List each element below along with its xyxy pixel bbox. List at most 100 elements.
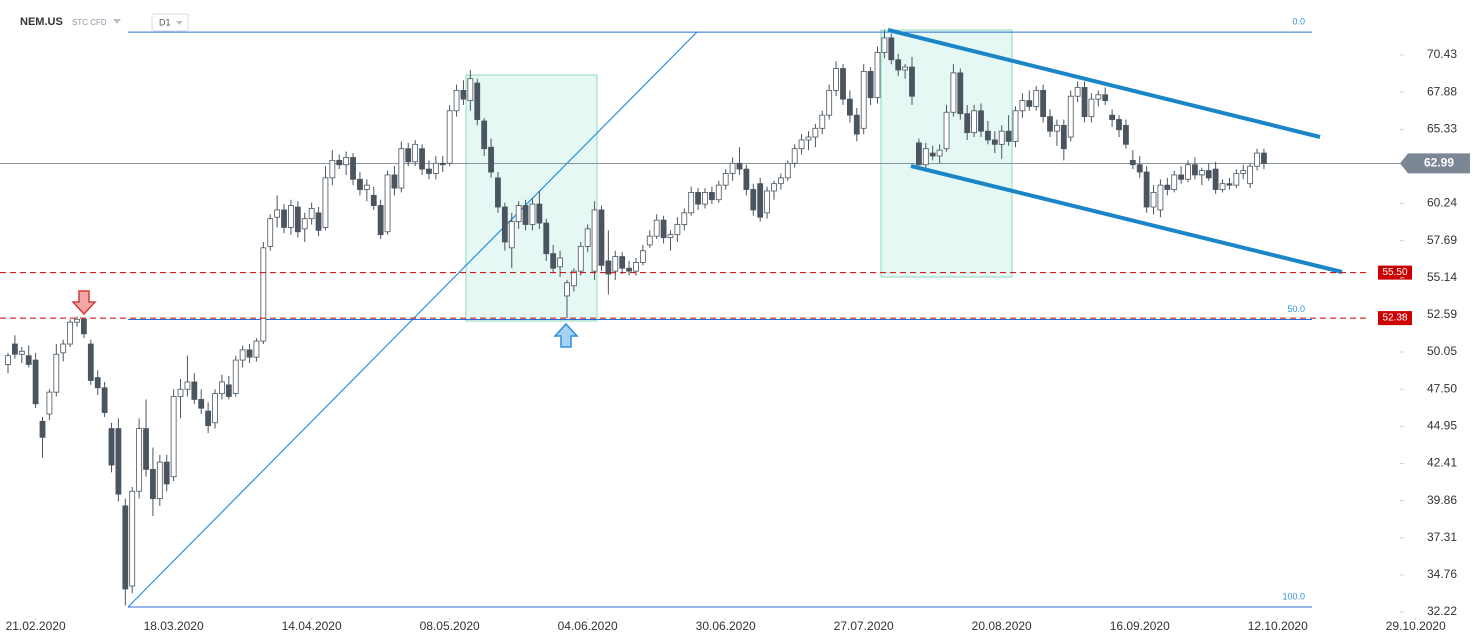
candle-body [598, 209, 605, 266]
candle-body [419, 148, 425, 170]
candle-body [950, 72, 957, 113]
candle-body [522, 205, 529, 225]
candle-body [1192, 164, 1198, 176]
y-tick-label: 55.14 [1427, 270, 1457, 284]
candle-body [729, 162, 736, 174]
candle-body [674, 224, 681, 236]
candle-body [405, 148, 412, 163]
candle-body [536, 203, 543, 224]
candle-body [129, 490, 136, 587]
candle-body [294, 206, 301, 233]
candle-body [39, 420, 46, 438]
candle-body [660, 219, 667, 239]
candle-body [550, 253, 557, 269]
candle-body [281, 209, 287, 228]
candle-body [874, 52, 881, 99]
candle-body [646, 235, 653, 246]
dropdown-icon[interactable] [113, 19, 121, 24]
candle-body [474, 82, 481, 120]
candle-body [695, 192, 701, 205]
y-tick-label: 60.24 [1427, 196, 1457, 210]
candle-body [501, 206, 508, 243]
level-label: 52.38 [1382, 313, 1407, 324]
candle-body [1261, 152, 1267, 164]
x-tick-label: 29.10.2020 [1386, 619, 1446, 633]
y-tick-label: 50.05 [1427, 344, 1457, 358]
candle-body [1254, 152, 1260, 167]
candle-body [60, 343, 67, 354]
fib-label: 100.0 [1282, 591, 1305, 601]
candle-body [18, 350, 25, 355]
candle-body [1095, 94, 1102, 100]
x-tick-label: 04.06.2020 [558, 619, 618, 633]
candle-body [736, 162, 743, 170]
candle-body [840, 68, 846, 100]
interval-select[interactable] [151, 13, 189, 32]
level-tag [1378, 265, 1412, 280]
candle-body [1226, 183, 1233, 186]
candle-body [212, 393, 218, 424]
candle-body [25, 355, 32, 365]
candle-body [1164, 184, 1171, 190]
y-tick-label: 39.86 [1427, 493, 1457, 507]
y-tick-label: 47.50 [1427, 381, 1457, 395]
candle-body [978, 110, 984, 132]
candle-body [5, 355, 11, 365]
candle-body [1109, 114, 1116, 120]
symbol: NEM.US [20, 16, 63, 28]
candle-body [633, 262, 639, 272]
y-tick-label: 32.22 [1427, 604, 1457, 618]
candle-body [253, 340, 260, 358]
candle-body [170, 396, 177, 478]
candle-body [1047, 116, 1053, 132]
candle-body [570, 270, 577, 287]
candle-body [936, 149, 943, 157]
candle-body [191, 381, 198, 400]
candle-body [798, 139, 805, 150]
x-tick-label: 30.06.2020 [696, 619, 756, 633]
candle-body [122, 505, 129, 590]
x-tick-label: 14.04.2020 [282, 619, 342, 633]
candle-body [467, 78, 474, 101]
candle-body [225, 384, 232, 397]
candle-body [853, 114, 860, 135]
candle-body [584, 228, 591, 247]
sell-arrow [71, 290, 97, 316]
candle-body [363, 184, 370, 190]
candle-body [301, 218, 308, 230]
candle-body [412, 143, 419, 163]
candle-body [150, 469, 156, 499]
candle-body [888, 37, 895, 61]
y-tick-label: 65.33 [1427, 121, 1457, 135]
candle-body [101, 387, 108, 413]
candle-body [205, 410, 212, 427]
candle-body [881, 37, 888, 53]
candle-body [1088, 98, 1095, 118]
candle-body [143, 428, 149, 470]
candle-body [163, 461, 170, 485]
candle-body [336, 159, 343, 166]
y-tick-label: 70.43 [1427, 47, 1457, 61]
candle-body [32, 359, 39, 405]
candle-body [115, 428, 122, 495]
candle-body [81, 318, 87, 335]
candle-body [639, 250, 646, 263]
channel-line [887, 28, 1321, 139]
candle-body [198, 399, 205, 409]
candle-body [612, 256, 619, 272]
candle-body [1205, 170, 1212, 179]
candle-body [564, 282, 570, 297]
candle-body [267, 218, 274, 247]
y-tick-label: 44.95 [1427, 419, 1457, 433]
candle-body [991, 139, 998, 145]
candle-body [557, 257, 563, 268]
candle-body [488, 146, 494, 173]
candle-body [708, 192, 715, 201]
candle-body [370, 194, 377, 206]
candle-body [688, 192, 695, 214]
candle-body [398, 148, 405, 189]
candle-body [1060, 124, 1067, 150]
candle-body [94, 377, 101, 389]
candle-body [1240, 170, 1247, 174]
candle-body [67, 321, 74, 345]
